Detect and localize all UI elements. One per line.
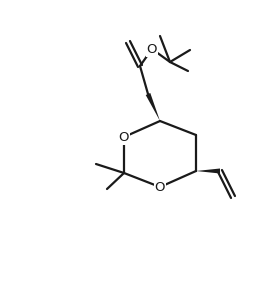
Text: O: O <box>155 181 165 193</box>
Polygon shape <box>146 93 160 121</box>
Polygon shape <box>196 168 220 174</box>
Text: O: O <box>119 131 129 143</box>
Text: O: O <box>147 43 157 55</box>
